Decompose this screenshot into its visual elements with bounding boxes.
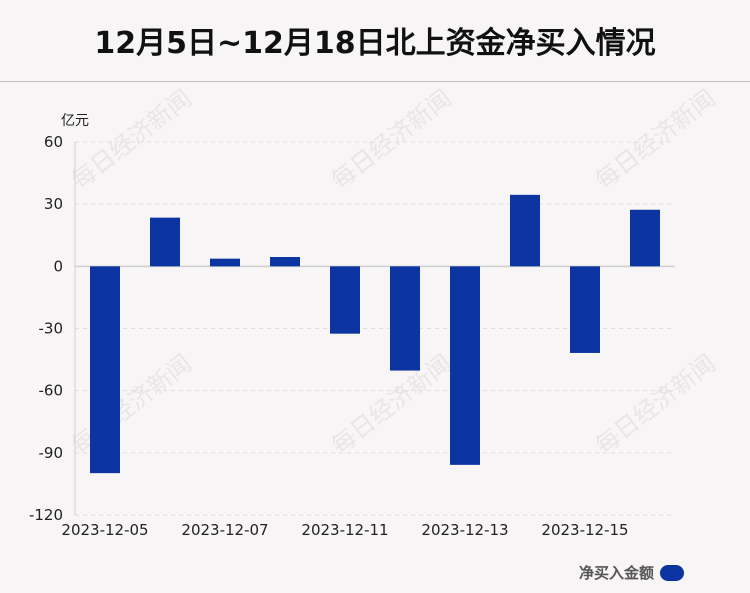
- y-axis-label: 亿元: [61, 113, 89, 129]
- bar-2023-12-18: [630, 209, 660, 267]
- x-tick-label: 2023-12-11: [301, 521, 388, 539]
- bar-2023-12-13: [450, 266, 480, 465]
- legend-label: 净买入金额: [578, 564, 654, 582]
- bar-2023-12-15: [570, 266, 600, 353]
- bar-2023-12-12: [390, 266, 420, 371]
- bar-2023-12-14: [510, 194, 540, 267]
- bar-2023-12-08: [270, 257, 300, 267]
- bar-2023-12-11: [330, 266, 360, 334]
- legend-swatch: [660, 564, 684, 581]
- bar-2023-12-07: [210, 258, 240, 267]
- legend: 净买入金额: [579, 562, 684, 583]
- chart-title: 12月5日~12月18日北上资金净买入情况: [94, 26, 656, 61]
- title-divider: [0, 81, 750, 82]
- y-tick-label: -30: [39, 320, 64, 338]
- bar-2023-12-05: [90, 266, 120, 474]
- x-tick-label: 2023-12-13: [421, 521, 508, 539]
- y-tick-label: -120: [29, 506, 63, 524]
- y-tick-label: 60: [44, 133, 63, 151]
- y-tick-label: -90: [39, 444, 64, 462]
- y-tick-label: 0: [53, 257, 63, 275]
- x-tick-label: 2023-12-05: [61, 521, 148, 539]
- bars: [90, 194, 660, 474]
- x-tick-label: 2023-12-07: [181, 521, 268, 539]
- bar-2023-12-06: [150, 217, 180, 267]
- y-tick-label: 30: [44, 195, 63, 213]
- y-tick-label: -60: [39, 382, 64, 400]
- x-tick-label: 2023-12-15: [541, 521, 628, 539]
